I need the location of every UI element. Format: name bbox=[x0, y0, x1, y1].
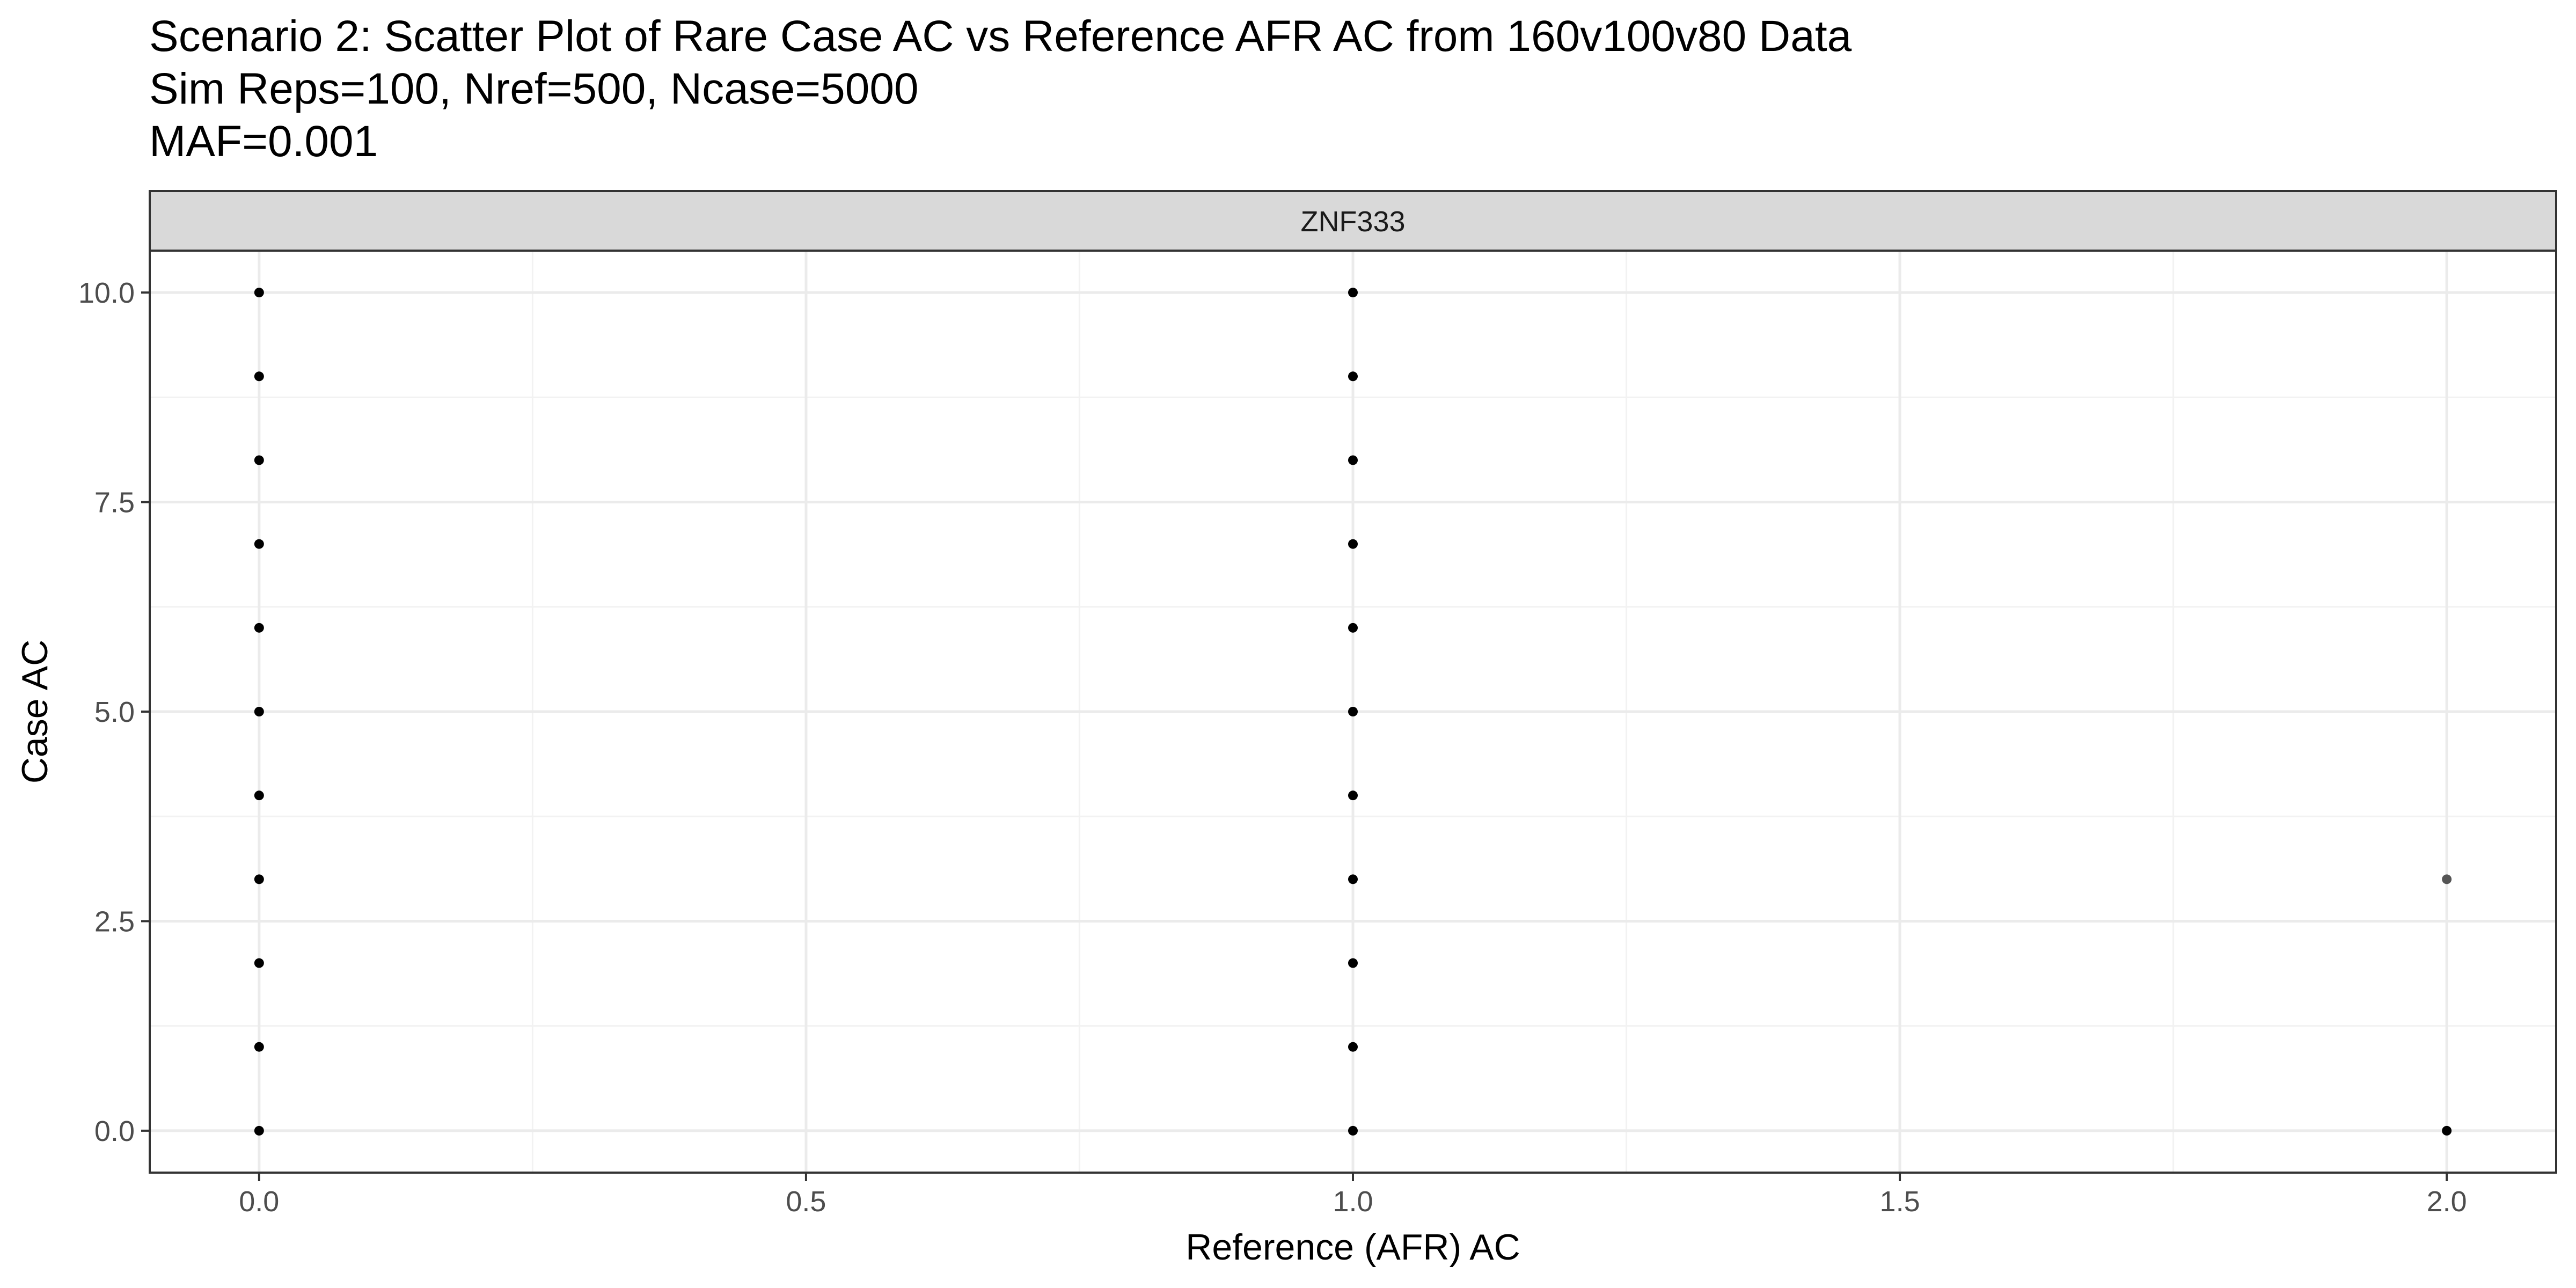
data-point-16 bbox=[1348, 707, 1358, 716]
data-point-7 bbox=[254, 539, 264, 549]
plot-panel bbox=[149, 250, 2557, 1174]
data-point-20 bbox=[1348, 371, 1358, 382]
x-tick-label-1: 0.5 bbox=[786, 1185, 826, 1218]
data-point-11 bbox=[1348, 1125, 1358, 1136]
y-axis: 0.0 2.5 5.0 7.5 10.0 bbox=[78, 277, 150, 1147]
data-point-18 bbox=[1348, 539, 1358, 549]
data-point-14 bbox=[1348, 874, 1358, 884]
data-point-3 bbox=[254, 874, 264, 884]
data-point-13 bbox=[1348, 958, 1358, 968]
data-point-2 bbox=[254, 958, 264, 968]
data-point-4 bbox=[254, 791, 264, 801]
y-axis-title: Case AC bbox=[14, 640, 55, 784]
data-point-6 bbox=[254, 623, 264, 633]
data-point-1 bbox=[254, 1042, 264, 1052]
chart-title-line-2: Sim Reps=100, Nref=500, Ncase=5000 bbox=[149, 64, 919, 113]
data-point-5 bbox=[254, 707, 264, 716]
data-points bbox=[254, 288, 2452, 1136]
x-axis-title: Reference (AFR) AC bbox=[1185, 1227, 1520, 1268]
chart-title-line-3: MAF=0.001 bbox=[149, 117, 378, 166]
y-tick-label-2: 5.0 bbox=[94, 696, 135, 728]
data-point-15 bbox=[1348, 791, 1358, 801]
data-point-23 bbox=[2442, 874, 2452, 884]
y-tick-label-1: 2.5 bbox=[94, 905, 135, 938]
facet-strip-label: ZNF333 bbox=[1300, 206, 1405, 238]
x-tick-label-4: 2.0 bbox=[2427, 1185, 2467, 1218]
facet-strip-background bbox=[149, 190, 2557, 252]
data-point-8 bbox=[254, 455, 264, 465]
y-tick-label-0: 0.0 bbox=[94, 1115, 135, 1147]
data-point-0 bbox=[254, 1125, 264, 1136]
x-tick-label-3: 1.5 bbox=[1880, 1185, 1920, 1218]
y-tick-label-3: 7.5 bbox=[94, 487, 135, 519]
data-point-17 bbox=[1348, 623, 1358, 633]
chart-title-line-1: Scenario 2: Scatter Plot of Rare Case AC… bbox=[149, 12, 1852, 61]
x-tick-label-0: 0.0 bbox=[239, 1185, 279, 1218]
data-point-19 bbox=[1348, 455, 1358, 465]
y-tick-label-4: 10.0 bbox=[78, 277, 135, 309]
data-point-21 bbox=[1348, 288, 1358, 298]
facet-strip: ZNF333 bbox=[149, 190, 2557, 252]
x-axis: 0.0 0.5 1.0 1.5 2.0 bbox=[239, 1173, 2467, 1218]
major-gridlines bbox=[150, 251, 2556, 1173]
data-point-12 bbox=[1348, 1042, 1358, 1052]
data-point-9 bbox=[254, 371, 264, 382]
x-tick-label-2: 1.0 bbox=[1333, 1185, 1373, 1218]
data-point-22 bbox=[2442, 1125, 2452, 1136]
data-point-10 bbox=[254, 288, 264, 298]
